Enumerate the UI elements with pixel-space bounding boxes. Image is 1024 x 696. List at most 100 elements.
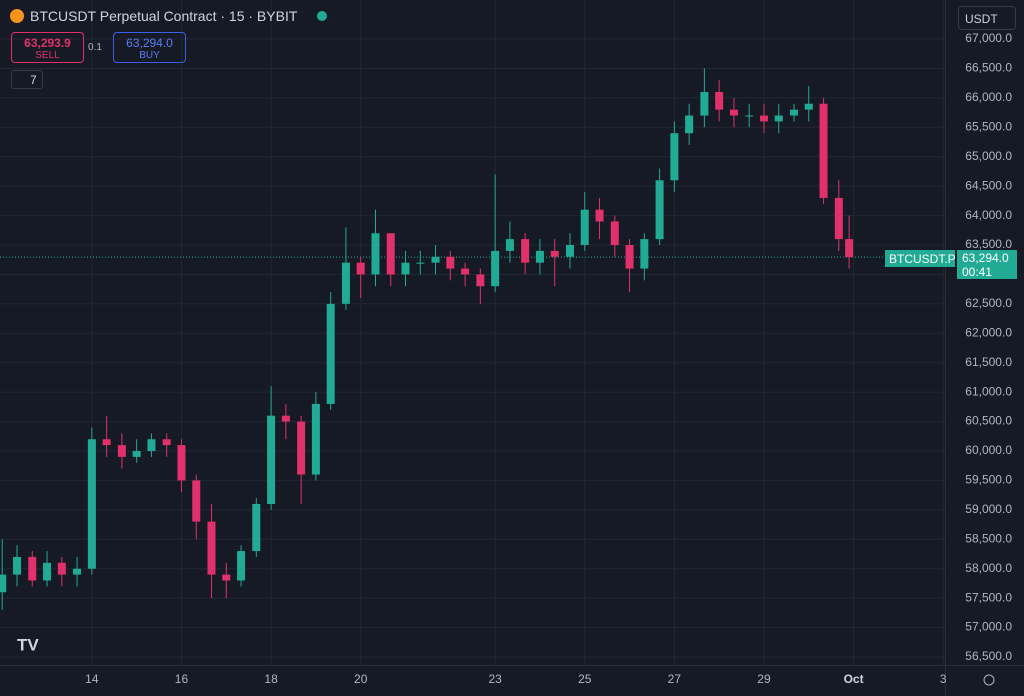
candle-body [207, 521, 216, 575]
candle-body [311, 403, 320, 475]
candle-body [446, 256, 455, 269]
candle-body [13, 556, 22, 575]
x-tick-label: 25 [578, 672, 592, 686]
y-tick-label: 58,000.0 [965, 561, 1012, 575]
symbol-tag: BTCUSDT.P [885, 250, 956, 267]
buy-label: BUY [139, 50, 160, 61]
candle-body [655, 180, 664, 240]
status-dot [317, 11, 328, 21]
candle-body [162, 439, 171, 446]
y-tick-label: 64,500.0 [965, 178, 1012, 192]
candle-body [625, 245, 634, 269]
candle-body [416, 262, 425, 264]
x-tick-label: 18 [264, 672, 278, 686]
candle-body [476, 274, 485, 287]
buy-price: 63,294.0 [126, 36, 173, 50]
grid [0, 0, 945, 665]
candle-body [550, 250, 559, 257]
y-tick-label: 57,500.0 [965, 590, 1012, 604]
candle-body [670, 133, 679, 181]
candle-body [745, 115, 754, 117]
y-tick-label: 56,500.0 [965, 649, 1012, 663]
candle-body [700, 91, 709, 116]
y-tick-label: 62,500.0 [965, 296, 1012, 310]
candle-body [371, 233, 380, 275]
candle-body [326, 303, 335, 404]
candle-body [57, 562, 66, 575]
x-tick-label: 29 [757, 672, 771, 686]
y-tick-label: 62,000.0 [965, 325, 1012, 339]
candle-body [535, 250, 544, 263]
y-tick-label: 63,500.0 [965, 237, 1012, 251]
coin-icon [10, 9, 24, 23]
candle-body [715, 91, 724, 110]
x-tick-label: Oct [844, 672, 864, 686]
candle-body [789, 109, 798, 116]
axis-labels: 56,500.0 57,000.0 57,500.0 58,000.0 58,500.0… [85, 31, 1012, 686]
sell-label: SELL [35, 50, 60, 61]
x-tick-label: 23 [488, 672, 502, 686]
y-tick-label: 65,000.0 [965, 149, 1012, 163]
candle-body [237, 551, 246, 581]
y-tick-label: 65,500.0 [965, 119, 1012, 133]
indicators-toggle[interactable]: 7 [11, 70, 43, 89]
candle-body [147, 439, 156, 452]
candle-body [356, 262, 365, 275]
candle-body [192, 480, 201, 522]
y-tick-label: 60,000.0 [965, 443, 1012, 457]
candle-body [431, 256, 440, 263]
y-tick-label: 59,000.0 [965, 502, 1012, 516]
y-tick-label: 61,500.0 [965, 355, 1012, 369]
candle-body [610, 221, 619, 246]
candle-body [759, 115, 768, 122]
sell-button[interactable]: 63,293.9 SELL [11, 32, 84, 63]
currency-select[interactable]: USDT [958, 6, 1016, 30]
candle-body [491, 250, 500, 287]
x-tick-label: 27 [668, 672, 682, 686]
candle-body [117, 445, 126, 457]
y-tick-label: 67,000.0 [965, 31, 1012, 45]
last-price: 63,294.0 [962, 251, 1009, 265]
y-tick-label: 57,000.0 [965, 620, 1012, 634]
candle-body [729, 109, 738, 116]
candle-body [281, 415, 290, 422]
candle-body [102, 439, 111, 446]
candle-body [834, 197, 843, 240]
y-tick-label: 66,500.0 [965, 61, 1012, 75]
buy-button[interactable]: 63,294.0 BUY [113, 32, 186, 63]
candle-body [580, 209, 589, 246]
candle-body [87, 439, 96, 569]
countdown: 00:41 [962, 265, 993, 279]
x-tick-label: 3 [940, 672, 947, 686]
candle-body [640, 239, 649, 269]
settings-icon[interactable] [983, 674, 995, 686]
candle-body [43, 562, 52, 581]
candle-body [267, 415, 276, 504]
candle-body [819, 103, 828, 198]
x-tick-label: 16 [175, 672, 189, 686]
candle-body [505, 239, 514, 251]
candle-body [565, 245, 574, 257]
candle-body [804, 103, 813, 110]
candle-body [222, 574, 231, 581]
y-tick-label: 61,000.0 [965, 384, 1012, 398]
candle-body [341, 262, 350, 304]
y-tick-label: 58,500.0 [965, 531, 1012, 545]
y-tick-label: 66,000.0 [965, 90, 1012, 104]
y-tick-label: 60,500.0 [965, 414, 1012, 428]
candle-body [845, 239, 854, 258]
y-tick-label: 59,500.0 [965, 473, 1012, 487]
spread: 0.1 [88, 42, 102, 53]
candle-body [73, 568, 82, 575]
candle-body [28, 556, 37, 581]
candle-body [177, 445, 186, 481]
candles [0, 68, 854, 610]
logo: TV [17, 635, 39, 654]
candle-body [521, 239, 530, 263]
legend: BTCUSDT Perpetual Contract · 15 · BYBIT [10, 8, 328, 24]
candle-body [461, 268, 470, 275]
sell-price: 63,293.9 [24, 36, 71, 50]
